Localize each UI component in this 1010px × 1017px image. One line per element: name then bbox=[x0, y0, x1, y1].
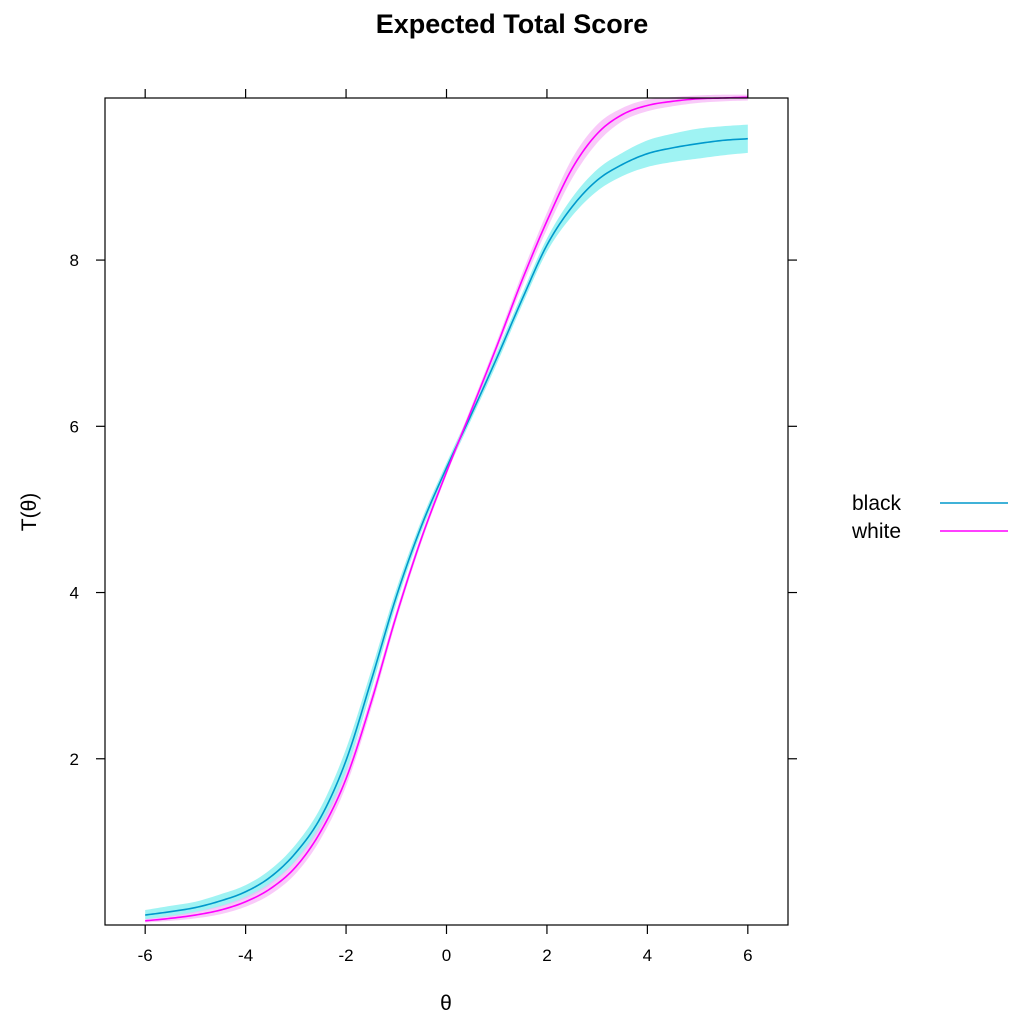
chart-title: Expected Total Score bbox=[376, 9, 649, 39]
x-axis-label: θ bbox=[440, 992, 452, 1015]
legend-label-black: black bbox=[852, 492, 902, 515]
x-axis-tick-labels: -6 -4 -2 0 2 4 6 bbox=[138, 946, 753, 965]
series-lines bbox=[145, 96, 748, 922]
series-line-white bbox=[145, 96, 748, 922]
x-tick-label: 4 bbox=[643, 946, 652, 965]
plot-frame bbox=[104, 97, 789, 926]
axis-ticks bbox=[96, 89, 797, 934]
y-tick-label: 2 bbox=[70, 750, 79, 769]
legend-label-white: white bbox=[851, 520, 901, 543]
legend: black white bbox=[851, 492, 1008, 543]
confidence-bands bbox=[145, 94, 748, 923]
x-tick-label: 0 bbox=[442, 946, 451, 965]
y-tick-label: 6 bbox=[70, 417, 79, 436]
y-axis-tick-labels: 2 4 6 8 bbox=[70, 251, 79, 769]
x-tick-label: 6 bbox=[743, 946, 752, 965]
confidence-band-black bbox=[145, 124, 748, 920]
y-tick-label: 4 bbox=[70, 584, 79, 603]
x-tick-label: -6 bbox=[138, 946, 153, 965]
series-line-black bbox=[145, 137, 748, 916]
y-axis-label: T(θ) bbox=[18, 493, 41, 532]
x-tick-label: 2 bbox=[542, 946, 551, 965]
x-tick-label: -4 bbox=[238, 946, 253, 965]
confidence-band-white bbox=[145, 94, 748, 923]
y-tick-label: 8 bbox=[70, 251, 79, 270]
x-tick-label: -2 bbox=[338, 946, 353, 965]
